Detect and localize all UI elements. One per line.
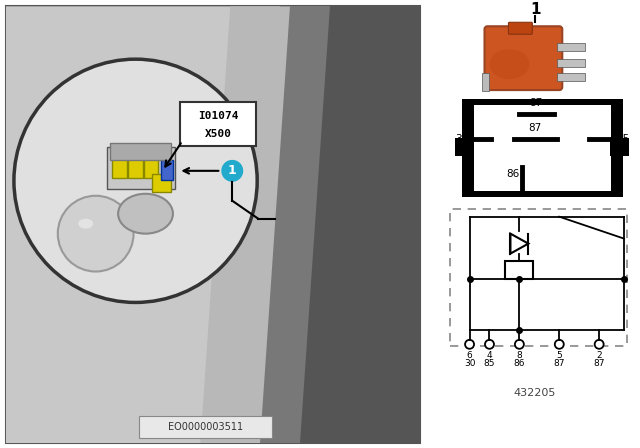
Text: 86: 86: [514, 359, 525, 368]
Bar: [557, 43, 585, 51]
Text: 87: 87: [593, 359, 605, 368]
Circle shape: [555, 340, 564, 349]
FancyBboxPatch shape: [180, 102, 256, 146]
Text: 1: 1: [228, 164, 237, 177]
Bar: [450, 209, 627, 346]
Text: I01074: I01074: [198, 111, 239, 121]
Ellipse shape: [490, 49, 529, 79]
Text: 85: 85: [484, 359, 495, 368]
Bar: [481, 73, 490, 91]
Circle shape: [595, 340, 604, 349]
Text: 1: 1: [530, 2, 541, 17]
Circle shape: [515, 340, 524, 349]
Bar: [506, 261, 533, 279]
Ellipse shape: [78, 219, 93, 228]
Bar: [461, 99, 623, 197]
Circle shape: [14, 59, 257, 302]
FancyBboxPatch shape: [138, 416, 272, 438]
Bar: [474, 105, 611, 191]
Circle shape: [221, 160, 243, 182]
FancyBboxPatch shape: [143, 156, 159, 178]
Circle shape: [465, 340, 474, 349]
Text: 2: 2: [596, 351, 602, 360]
Text: 87: 87: [554, 359, 565, 368]
Text: X500: X500: [205, 129, 232, 139]
FancyBboxPatch shape: [107, 147, 175, 189]
Text: 4: 4: [486, 351, 492, 360]
Ellipse shape: [118, 194, 173, 234]
FancyBboxPatch shape: [111, 156, 127, 178]
Text: 87: 87: [530, 98, 543, 108]
Text: 8: 8: [516, 351, 522, 360]
Polygon shape: [300, 6, 420, 443]
Text: 5: 5: [556, 351, 562, 360]
Polygon shape: [6, 6, 280, 443]
Text: 87: 87: [529, 123, 542, 133]
Polygon shape: [200, 6, 350, 443]
Text: 86: 86: [506, 169, 520, 179]
Bar: [557, 59, 585, 67]
FancyBboxPatch shape: [152, 174, 172, 192]
Circle shape: [485, 340, 494, 349]
Text: 30: 30: [464, 359, 476, 368]
FancyBboxPatch shape: [109, 143, 172, 160]
FancyBboxPatch shape: [161, 160, 173, 180]
Polygon shape: [260, 6, 420, 443]
Bar: [454, 138, 474, 156]
Bar: [610, 138, 629, 156]
FancyBboxPatch shape: [484, 26, 563, 90]
FancyBboxPatch shape: [127, 156, 143, 178]
FancyBboxPatch shape: [508, 22, 532, 34]
Text: 30: 30: [456, 134, 468, 144]
Text: EO0000003511: EO0000003511: [168, 422, 243, 432]
Bar: [557, 73, 585, 81]
Bar: [6, 6, 420, 443]
Circle shape: [58, 196, 134, 271]
Text: 6: 6: [467, 351, 472, 360]
Text: 85: 85: [616, 134, 629, 144]
Text: 432205: 432205: [513, 388, 556, 398]
